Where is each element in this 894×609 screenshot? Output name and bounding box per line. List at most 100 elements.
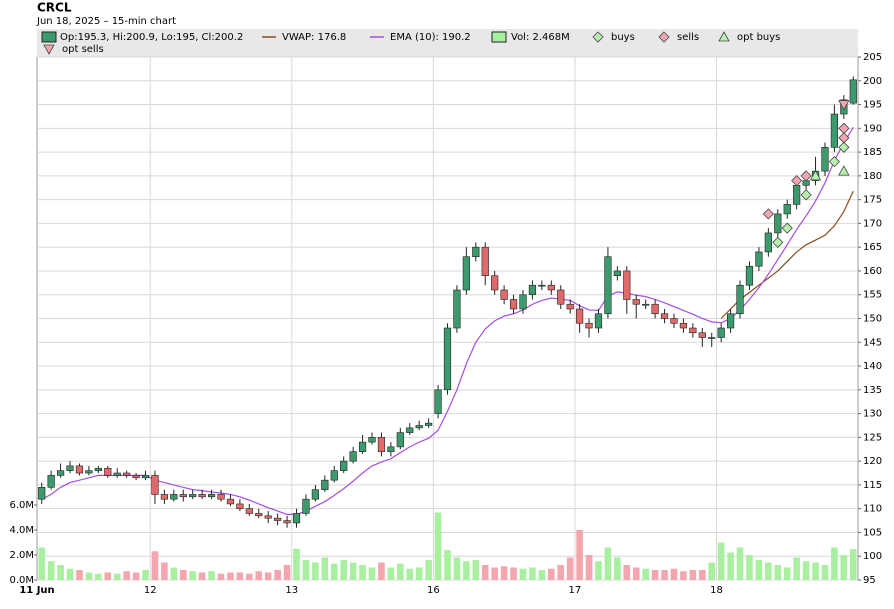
y-tick-label: 165 (863, 242, 882, 253)
volume-bar (774, 565, 782, 580)
candle-body (632, 299, 640, 305)
candle-body (311, 489, 319, 500)
candle-body (264, 515, 272, 519)
volume-bar (510, 567, 517, 580)
volume-bar (670, 568, 678, 580)
volume-bar (717, 542, 725, 580)
volume-bar (632, 567, 640, 580)
volume-bar (208, 571, 215, 580)
candle-body (123, 472, 131, 476)
legend-label: sells (677, 32, 699, 43)
y-tick-label: 120 (863, 456, 882, 467)
trade-marker (772, 236, 784, 248)
volume-bar (406, 568, 414, 580)
y-tick-label: 135 (863, 385, 882, 396)
candle-body (547, 284, 555, 291)
candle-body (774, 213, 782, 234)
volume-bar (623, 565, 631, 580)
volume-bar (566, 557, 574, 580)
candle-body (830, 113, 839, 148)
candle-body (113, 472, 121, 476)
candle-body (75, 465, 84, 474)
volume-bar (76, 570, 83, 580)
volume-bar (217, 573, 225, 580)
y-tick-label: 160 (863, 266, 882, 277)
candle-body (207, 494, 216, 498)
candle-body (198, 494, 206, 498)
candle-body (387, 446, 395, 452)
candle-body (594, 313, 603, 329)
volume-bar (113, 573, 121, 580)
y2-tick-label: 4.0M (9, 525, 34, 536)
candle-body (104, 467, 112, 476)
volume-bar (831, 547, 838, 580)
volume-bar (378, 562, 385, 580)
candle-body (179, 494, 187, 498)
volume-bar (123, 571, 130, 580)
volume-bar (802, 561, 810, 580)
y-tick-label: 110 (863, 504, 882, 515)
candle-body (38, 486, 46, 500)
candle-body (472, 246, 480, 257)
y-tick-label: 200 (863, 76, 882, 87)
y2-tick-label: 0.0M (9, 575, 34, 586)
legend-marker (658, 31, 670, 43)
y-tick-label: 180 (863, 171, 882, 182)
trade-marker (838, 141, 850, 153)
volume-bar (132, 572, 140, 580)
legend-box (37, 29, 858, 57)
candle-body (519, 294, 527, 310)
volume-bar (661, 570, 668, 580)
y-tick-label: 170 (863, 218, 882, 229)
candle-body (604, 256, 612, 315)
x-tick-label: 12 (144, 585, 157, 596)
candle-body (613, 270, 621, 277)
candle-body (793, 185, 801, 205)
candle-body (170, 494, 178, 500)
candle-body (755, 251, 763, 267)
candle-body (292, 513, 301, 524)
volume-bar (727, 552, 734, 580)
candle-body (745, 265, 754, 286)
y-tick-label: 140 (863, 361, 882, 372)
candle-body (321, 479, 329, 490)
candle-body (689, 327, 697, 334)
y-tick-label: 115 (863, 480, 882, 491)
volume-bar (198, 572, 206, 580)
x-tick-label: 16 (427, 585, 440, 596)
volume-bar (104, 572, 112, 580)
candle-body (491, 275, 499, 291)
trade-marker (838, 100, 850, 111)
y-tick-label: 195 (863, 100, 882, 111)
volume-bar (444, 550, 451, 580)
volume-bar (368, 567, 376, 580)
candle-body (538, 284, 546, 287)
volume-bar (519, 568, 527, 580)
volume-bar (812, 562, 819, 580)
candle-body (66, 465, 74, 471)
candle-body (679, 322, 688, 329)
legend-swatch (41, 31, 57, 43)
volume-bar (746, 555, 753, 580)
chart-title: CRCL (37, 1, 72, 15)
volume-bar (66, 568, 74, 580)
candle-body (245, 508, 253, 514)
candle-body (283, 520, 291, 524)
candle-body (141, 475, 150, 479)
volume-bar (604, 547, 612, 580)
candle-body (255, 513, 263, 517)
candle-body (708, 337, 716, 339)
candle-body (434, 389, 442, 414)
volume-bar (302, 560, 310, 580)
volume-bar (236, 572, 244, 580)
volume-bar (557, 565, 565, 580)
y-tick-label: 155 (863, 290, 882, 301)
candle-body (85, 470, 93, 474)
trade-marker (838, 132, 850, 144)
candle-body (189, 494, 197, 498)
y-tick-label: 175 (863, 195, 882, 206)
volume-bar (189, 571, 197, 580)
candle-body (764, 232, 772, 253)
candle-body (670, 318, 678, 324)
